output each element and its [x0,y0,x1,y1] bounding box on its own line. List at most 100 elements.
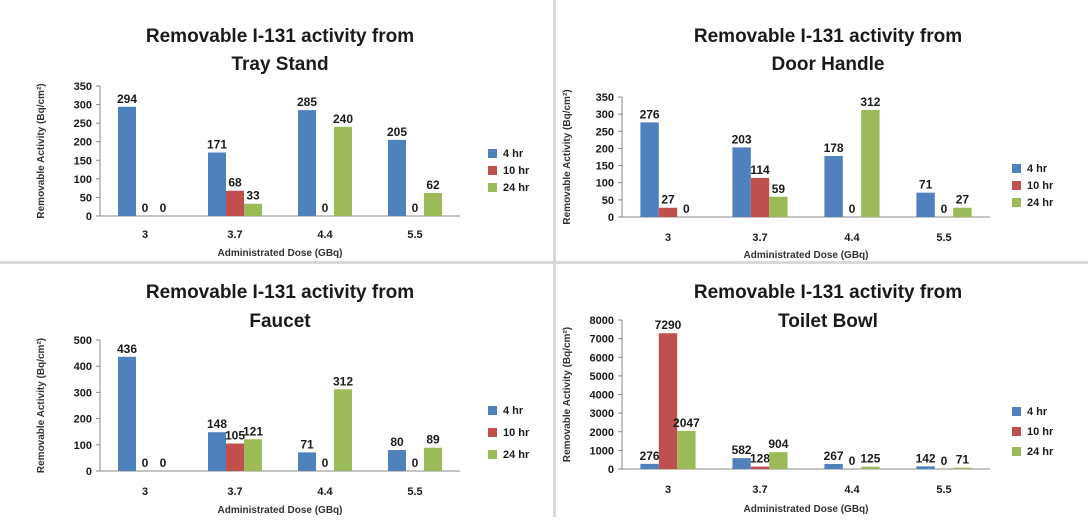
y-tick-label: 350 [74,81,92,93]
chart-title-line-1: Removable I-131 activity from [694,26,962,47]
y-tick-label: 200 [74,414,92,426]
legend-swatch-4-hr [488,149,497,158]
y-tick-label: 500 [74,335,92,347]
y-tick-label: 200 [74,137,92,149]
legend-swatch-4-hr [488,406,497,415]
data-label: 436 [117,342,137,356]
y-axis-title: Removable Activity (Bq/cm²) [36,338,47,473]
bar-4-hr-4-4 [824,464,843,469]
legend: 4 hr 10 hr 24 hr [488,148,530,194]
chart-panel-faucet: Removable I-131 activity from Faucet 0 100 2… [0,264,553,517]
bar-24-hr-5-5 [953,467,972,469]
bar-4-hr-3 [640,463,659,469]
data-label: 178 [824,141,844,155]
data-label: 582 [732,443,752,457]
chart-title-line-2: Faucet [249,311,311,332]
bar-24-hr-3-7 [769,452,788,469]
data-label: 2047 [673,416,700,430]
data-label: 0 [322,456,329,470]
data-label: 294 [117,92,137,106]
chart-title-line-2: Toilet Bowl [778,311,878,332]
data-label: 59 [772,182,786,196]
bar-24-hr-5-5 [424,447,442,471]
y-tick-label: 6000 [590,352,614,364]
y-tick-label: 4000 [590,390,614,402]
data-label: 205 [387,125,407,139]
legend-label: 4 hr [503,405,524,417]
x-tick-label: 3 [665,232,671,244]
y-axis-title: Removable Activity (Bq/cm²) [36,83,47,218]
chart-door-handle: Removable I-131 activity from Door Handle… [562,26,1054,261]
x-tick-label: 4.4 [844,484,860,496]
legend-label: 4 hr [1027,163,1048,175]
data-label: 0 [322,201,329,215]
data-label: 240 [333,112,353,126]
legend-label: 4 hr [1027,406,1048,418]
data-label: 0 [412,456,419,470]
legend: 4 hr 10 hr 24 hr [488,405,530,461]
data-label: 0 [160,456,167,470]
legend: 4 hr 10 hr 24 hr [1012,163,1054,209]
data-label: 68 [228,176,242,190]
y-tick-label: 300 [74,387,92,399]
legend-swatch-24-hr [488,183,497,192]
data-label: 121 [243,424,263,438]
bar-10-hr-3 [658,207,678,217]
data-label: 285 [297,95,317,109]
bar-24-hr-5-5 [953,207,972,217]
x-tick-label: 3 [142,229,148,241]
legend-label: 10 hr [1027,180,1054,192]
x-tick-label: 5.5 [407,229,422,241]
y-tick-label: 0 [86,211,92,223]
bar-24-hr-4-4 [334,126,352,216]
y-axis-title: Removable Activity (Bq/cm²) [562,89,573,224]
x-axis-title: Administrated Dose (GBq) [743,504,868,515]
bar-10-hr-3-7 [750,466,770,469]
chart-title-line-2: Door Handle [772,54,885,75]
x-tick-label: 5.5 [936,484,951,496]
chart-title-line-1: Removable I-131 activity from [146,26,414,47]
legend-swatch-24-hr [1012,198,1021,207]
legend-label: 10 hr [503,427,530,439]
data-label: 0 [849,454,856,468]
data-label: 89 [426,433,440,447]
bar-4-hr-5-5 [916,466,935,469]
legend-label: 10 hr [503,165,530,177]
bar-4-hr-5-5 [916,192,935,217]
x-tick-label: 4.4 [844,232,860,244]
horizontal-divider [0,261,1088,264]
legend-label: 4 hr [503,148,524,160]
legend-swatch-10-hr [1012,181,1021,190]
bar-4-hr-4-4 [298,110,316,216]
y-tick-label: 150 [74,155,92,167]
data-label: 276 [640,449,660,463]
y-tick-label: 300 [596,109,614,121]
x-tick-label: 5.5 [936,232,951,244]
data-label: 276 [640,107,660,121]
data-label: 80 [390,435,404,449]
y-tick-label: 2000 [590,427,614,439]
bar-4-hr-3-7 [208,432,226,471]
data-label: 267 [824,449,844,463]
data-label: 0 [941,202,948,216]
y-tick-label: 200 [596,143,614,155]
chart-title-line-1: Removable I-131 activity from [146,282,414,303]
bar-4-hr-4-4 [824,155,843,217]
bar-24-hr-3-7 [769,196,788,217]
data-label: 0 [683,202,690,216]
bar-10-hr-3-7 [226,443,244,471]
bar-24-hr-4-4 [861,110,880,217]
x-tick-label: 3.7 [752,232,767,244]
x-tick-label: 3.7 [227,486,242,498]
y-tick-label: 250 [74,118,92,130]
data-label: 0 [160,201,167,215]
legend-swatch-4-hr [1012,407,1021,416]
y-tick-label: 3000 [590,408,614,420]
legend-label: 24 hr [503,449,530,461]
x-tick-label: 3.7 [752,484,767,496]
data-label: 33 [246,189,260,203]
data-label: 128 [750,452,770,466]
bar-10-hr-3 [658,333,678,469]
vertical-divider [553,0,556,517]
